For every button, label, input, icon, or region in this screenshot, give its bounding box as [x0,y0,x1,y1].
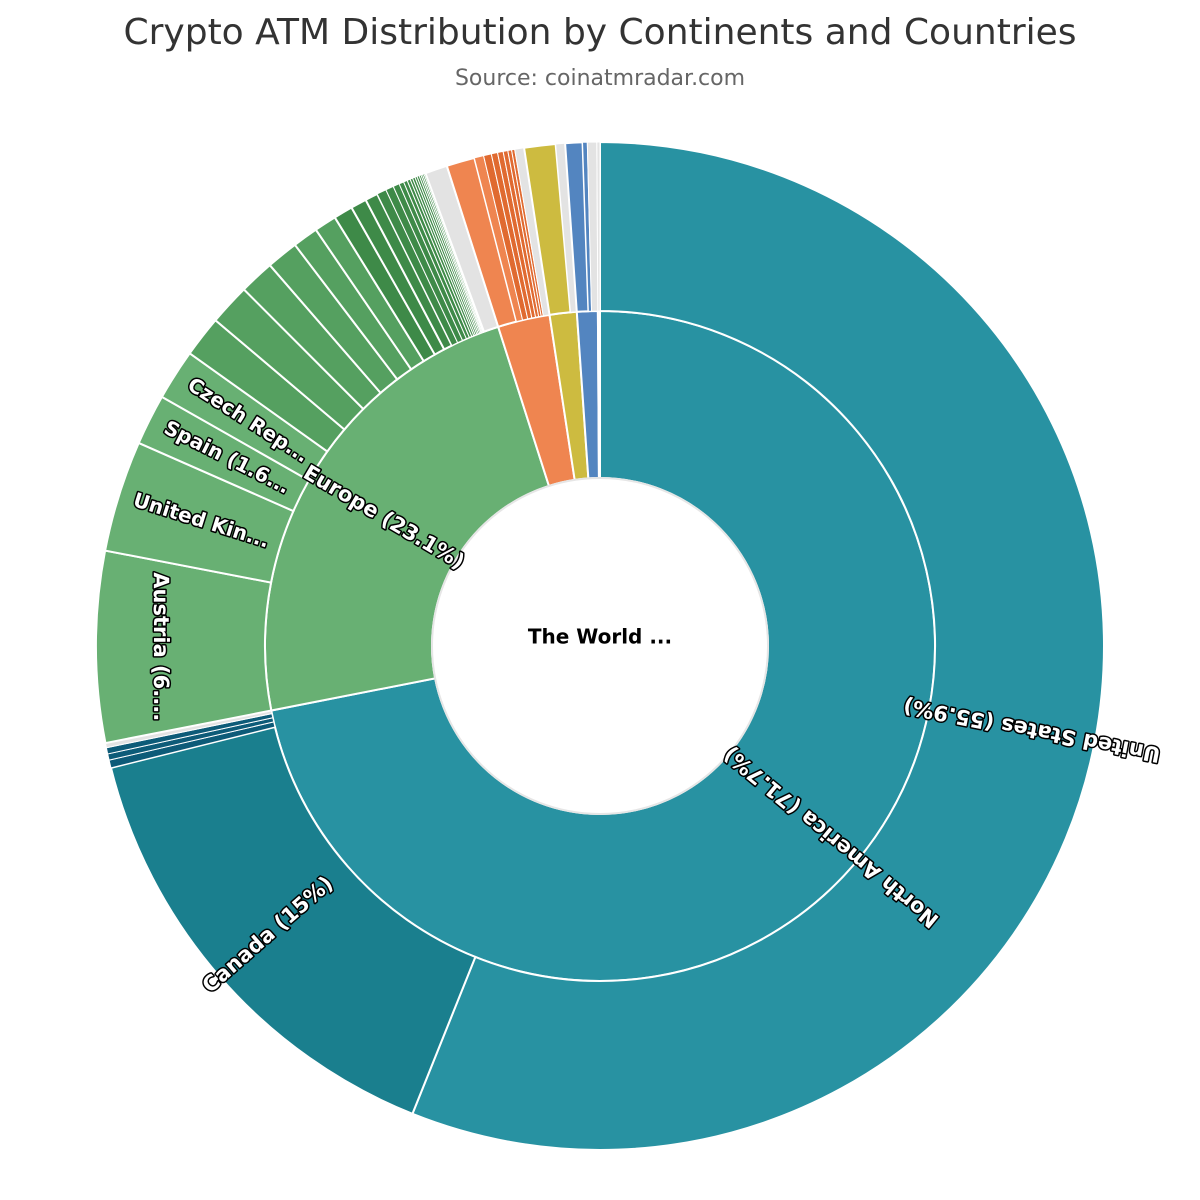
country-segment[interactable] [411,140,1105,1151]
chart-title: Crypto ATM Distribution by Continents an… [123,12,1077,53]
country-segment[interactable] [95,549,273,745]
continent-continent_other[interactable] [596,309,601,480]
country-segment[interactable] [596,141,601,312]
country-ring [95,140,1105,1151]
center-node[interactable] [431,477,769,815]
chart-subtitle: Source: coinatmradar.com [454,66,746,91]
center-label: The World ... [528,625,672,649]
country-segment[interactable] [109,725,477,1116]
continent-ring [264,309,936,982]
country-label: Austria (6.... [149,572,173,721]
